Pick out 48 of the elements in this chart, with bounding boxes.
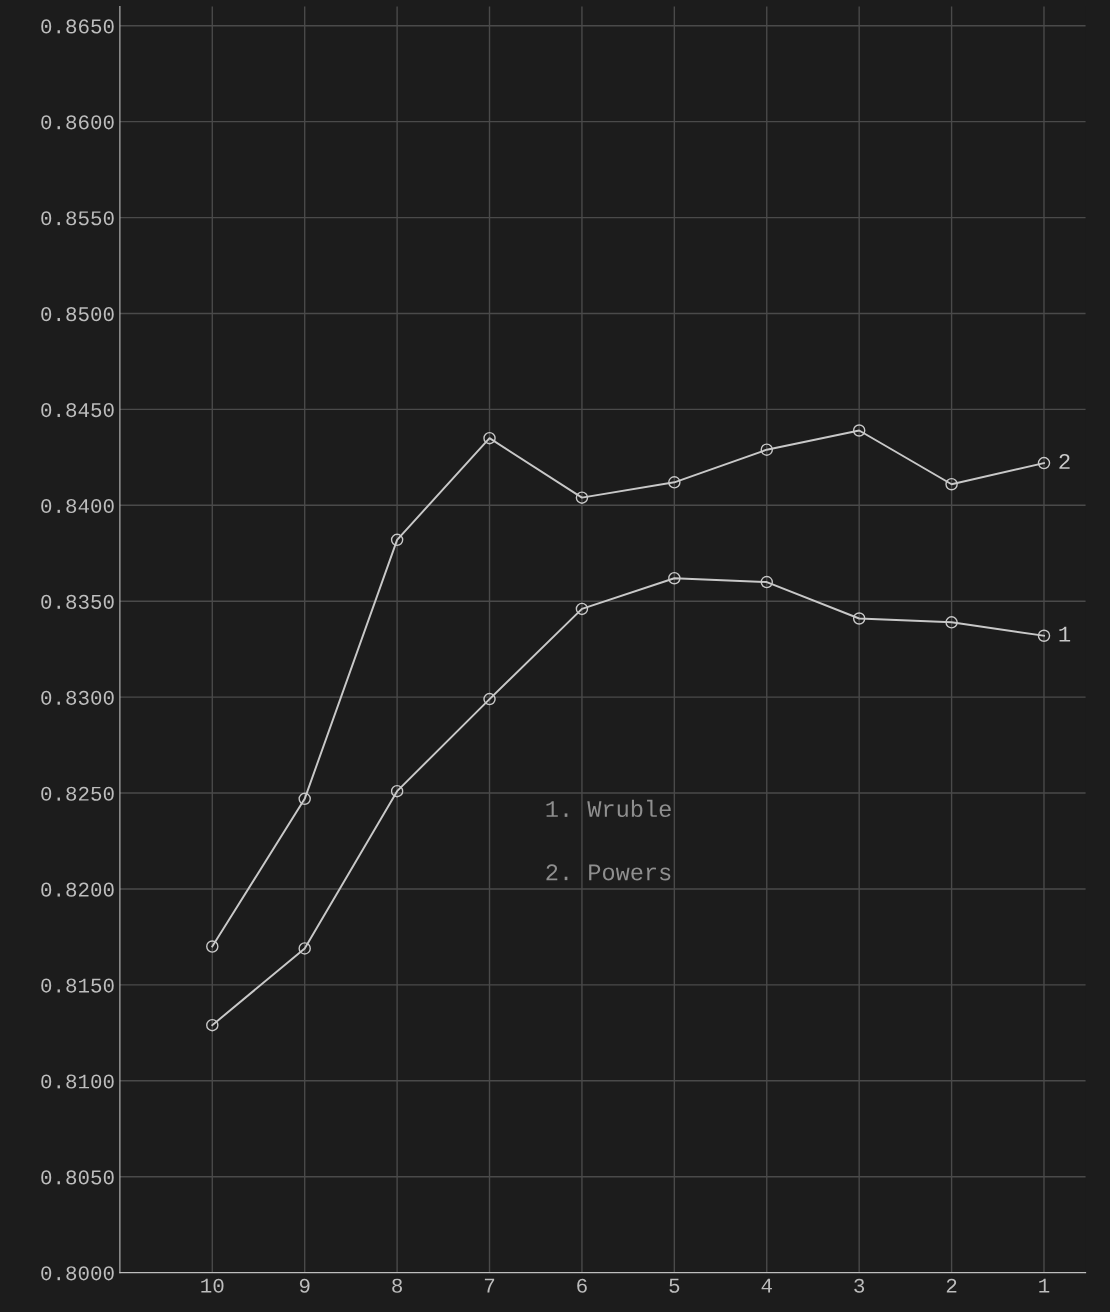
x-tick-label: 1: [1039, 1278, 1050, 1293]
x-tick-label: 2: [946, 1278, 957, 1293]
point: [206, 1018, 219, 1032]
point: [852, 424, 866, 437]
y-tick-label: 0.8600: [41, 115, 114, 130]
y-tick-label: 0.8450: [41, 403, 114, 418]
x-tick-label: 3: [854, 1278, 865, 1293]
y-tick-label: 0.8200: [41, 882, 114, 897]
y-tick-label: 0.8300: [41, 690, 114, 705]
y-tick-label: 0.8350: [41, 594, 114, 609]
y-tick-label: 0.8500: [41, 307, 114, 322]
point: [1037, 629, 1051, 643]
point: [945, 616, 958, 629]
y-tick-label: 0.8150: [41, 978, 114, 993]
x-tick-label: 7: [484, 1278, 495, 1293]
point: [298, 942, 311, 955]
point: [390, 533, 404, 547]
y-tick-label: 0.8050: [41, 1170, 114, 1185]
point: [483, 431, 496, 445]
point: [760, 443, 774, 456]
y-tick-label: 0.8000: [41, 1266, 114, 1281]
point: [390, 784, 404, 798]
point: [668, 476, 681, 489]
y-tick-label: 0.8550: [41, 211, 114, 226]
point: [852, 612, 866, 625]
annotation: 1. Wruble: [546, 799, 671, 818]
point: [575, 602, 589, 616]
x-tick-label: 9: [299, 1278, 310, 1293]
x-tick-label: 4: [761, 1278, 772, 1293]
y-tick-label: 0.8400: [41, 498, 114, 514]
series-label: 1: [1059, 626, 1071, 642]
point: [483, 692, 496, 706]
x-tick-label: 8: [392, 1278, 402, 1293]
point: [1037, 456, 1051, 470]
y-tick-label: 0.8250: [41, 786, 114, 801]
point: [206, 940, 219, 953]
y-tick-label: 0.8650: [41, 19, 114, 34]
x-tick-label: 5: [669, 1278, 680, 1293]
x-tick-label: 6: [577, 1278, 587, 1293]
annotation: 2. Powers: [546, 864, 671, 881]
point: [760, 575, 774, 589]
y-tick-label: 0.8100: [41, 1074, 114, 1089]
x-tick-label: 10: [201, 1278, 224, 1293]
series-label: 2: [1059, 454, 1070, 469]
point: [668, 571, 681, 585]
point: [575, 491, 589, 504]
point: [298, 792, 311, 806]
point: [945, 477, 958, 491]
